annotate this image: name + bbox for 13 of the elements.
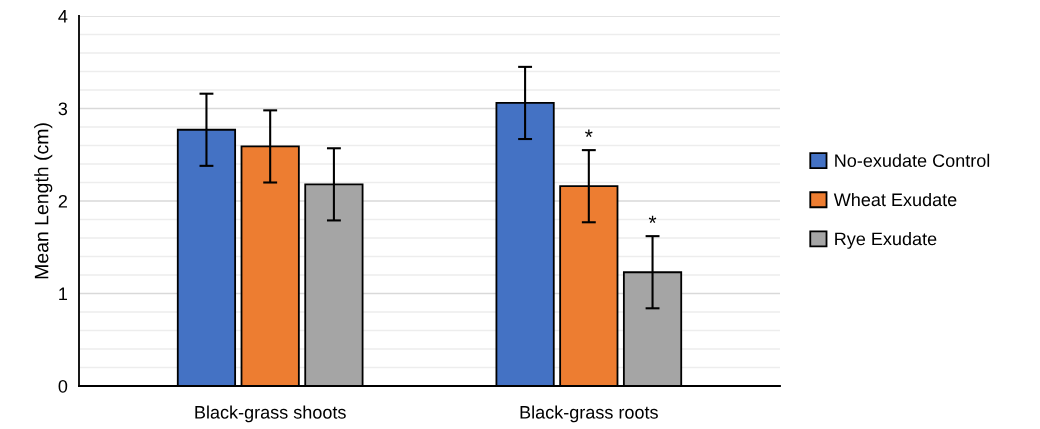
legend-label: No-exudate Control [835,153,990,168]
legend-label: Wheat Exudate [833,192,957,207]
legend-label: Rye Exudate [835,232,937,249]
y-tick-label: 3 [58,102,68,116]
y-tick-label: 0 [58,379,68,393]
data-label: * [648,215,657,223]
y-tick-label: 1 [59,287,68,301]
x-tick-label: Black-grass shoots [195,405,346,423]
data-label: * [585,129,593,137]
x-tick-label: Black-grass roots [520,405,658,423]
y-axis-title: Mean Length (cm) [34,123,53,279]
y-tick-label: 2 [58,194,67,208]
y-tick-label: 4 [58,10,68,23]
